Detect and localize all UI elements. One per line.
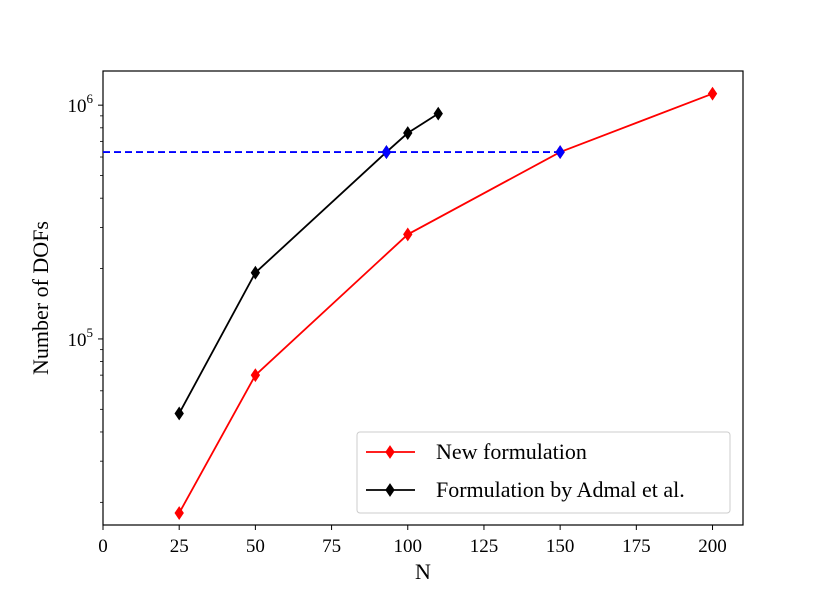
- y-axis-label: Number of DOFs: [28, 221, 53, 375]
- x-tick-label: 150: [546, 536, 575, 557]
- y-tick-label: 106: [68, 91, 94, 117]
- reference-marker: [381, 145, 392, 159]
- legend-marker: [385, 483, 395, 497]
- data-point: [433, 106, 443, 121]
- reference-marker: [555, 145, 565, 159]
- plot-area: [102, 70, 744, 526]
- x-tick-label: 100: [394, 536, 423, 557]
- data-point: [250, 265, 261, 280]
- legend: New formulation Formulation by Admal et a…: [356, 431, 731, 514]
- data-point: [174, 506, 184, 520]
- plot-frame: [102, 70, 744, 526]
- x-tick-label: 175: [622, 536, 651, 557]
- x-tick-label: 50: [246, 536, 265, 557]
- data-point: [403, 126, 413, 140]
- legend-item: New formulation: [366, 439, 587, 464]
- x-tick-label: 0: [98, 536, 108, 557]
- x-tick-label: 200: [698, 536, 727, 557]
- legend-label: Formulation by Admal et al.: [436, 477, 685, 502]
- data-point: [403, 227, 413, 242]
- x-tick-label: 125: [470, 536, 499, 557]
- y-tick-label: 105: [68, 325, 94, 351]
- legend-item: Formulation by Admal et al.: [366, 477, 685, 502]
- x-axis: 0 25 50 75 100 125 150 175 200: [98, 525, 727, 557]
- data-point: [174, 406, 184, 421]
- legend-box: [356, 431, 731, 514]
- legend-label: New formulation: [436, 439, 587, 464]
- x-axis-label: N: [415, 559, 431, 584]
- data-point: [707, 86, 718, 101]
- series-line: [178, 112, 439, 414]
- x-tick-label: 75: [322, 536, 341, 557]
- y-axis: 105 106: [68, 91, 103, 503]
- data-point: [250, 368, 261, 383]
- x-tick-label: 25: [170, 536, 189, 557]
- series-2: [174, 106, 443, 421]
- legend-marker: [385, 445, 395, 459]
